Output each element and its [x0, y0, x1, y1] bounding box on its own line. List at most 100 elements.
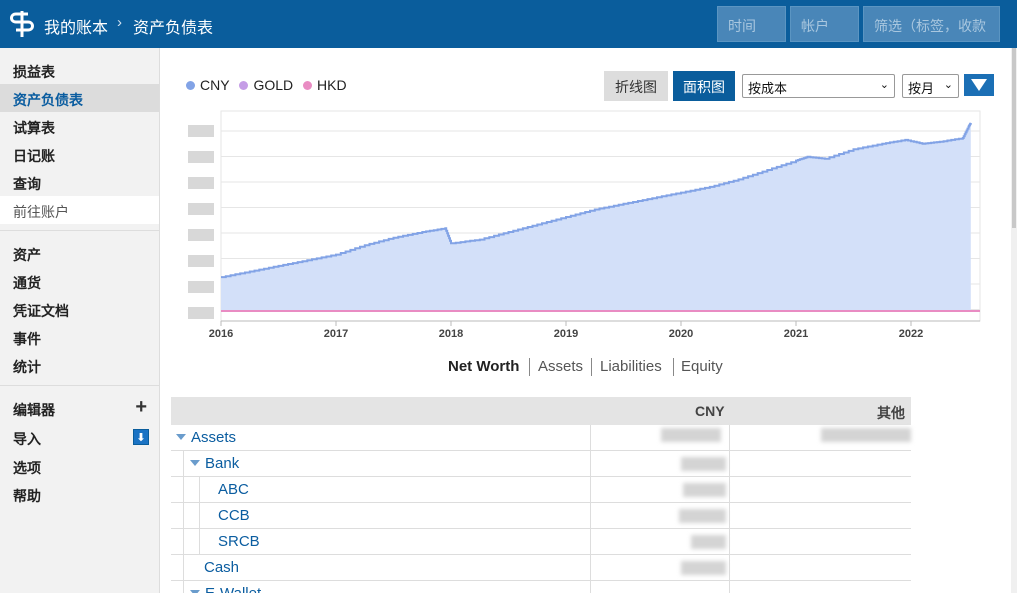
row-cash[interactable]: Cash	[204, 559, 240, 576]
redacted-value	[683, 483, 726, 497]
column-header-other[interactable]: 其他	[877, 405, 905, 421]
redacted-value	[681, 561, 726, 575]
line-chart-button[interactable]: 折线图	[604, 71, 668, 101]
column-header-cny[interactable]: CNY	[695, 403, 725, 419]
expand-triangle-icon[interactable]	[176, 434, 186, 440]
balance-area-chart: 2016 2017 2018 2019 2020 2021 2022	[188, 110, 981, 340]
row-assets[interactable]: Assets	[176, 429, 236, 446]
nav-commodities[interactable]: 通货	[13, 275, 41, 291]
scrollbar-thumb[interactable]	[1012, 48, 1016, 228]
conversion-select[interactable]: 按成本 ⌄	[742, 74, 895, 98]
top-bar: 我的账本 › 资产负债表 时间 帐户 筛选（标签，收款	[0, 0, 1017, 48]
redacted-y-tick	[188, 255, 214, 267]
breadcrumb-separator: ›	[117, 14, 122, 31]
x-tick-label: 2021	[784, 328, 808, 340]
column-divider	[729, 555, 730, 581]
redacted-value	[679, 509, 726, 523]
chevron-down-icon: ⌄	[943, 79, 953, 91]
table-row[interactable]: ABC	[171, 477, 911, 503]
tab-separator	[591, 358, 592, 376]
nav-journal[interactable]: 日记账	[13, 148, 55, 164]
table-row[interactable]: CCB	[171, 503, 911, 529]
breadcrumb-current: 资产负债表	[133, 20, 214, 37]
redacted-y-tick	[188, 281, 214, 293]
column-divider	[729, 503, 730, 529]
table-row[interactable]: Assets	[171, 425, 911, 451]
nav-help[interactable]: 帮助	[13, 488, 41, 504]
nav-import[interactable]: 导入 ⬇	[0, 423, 159, 451]
toggle-chart-button[interactable]	[964, 74, 994, 96]
redacted-value	[661, 428, 721, 442]
row-srcb[interactable]: SRCB	[218, 533, 260, 550]
row-abc[interactable]: ABC	[218, 481, 249, 498]
nav-events[interactable]: 事件	[13, 331, 41, 347]
redacted-y-tick	[188, 203, 214, 215]
expand-triangle-icon[interactable]	[190, 590, 200, 593]
plus-icon[interactable]: +	[135, 396, 147, 418]
sidebar-divider	[0, 230, 159, 231]
redacted-y-tick	[188, 229, 214, 241]
column-divider	[729, 529, 730, 555]
nav-go-to-account[interactable]: 前往账户	[0, 196, 159, 224]
legend-item-cny[interactable]: CNY	[186, 77, 230, 93]
interval-select[interactable]: 按月 ⌄	[902, 74, 959, 98]
tab-assets[interactable]: Assets	[538, 358, 584, 375]
column-divider	[590, 555, 591, 581]
tab-equity[interactable]: Equity	[681, 358, 723, 375]
nav-import-label: 导入	[13, 431, 41, 447]
sidebar: 损益表 资产负债表 试算表 日记账 查询 前往账户 资产 通货 凭证文档 事件 …	[0, 48, 160, 593]
table-row[interactable]: Cash	[171, 555, 911, 581]
column-divider	[729, 581, 730, 593]
account-filter-input[interactable]: 帐户	[790, 6, 859, 42]
area-chart-button[interactable]: 面积图	[673, 71, 735, 101]
scrollbar-track[interactable]	[1011, 48, 1017, 593]
nav-balance-sheet[interactable]: 资产负债表	[0, 84, 159, 112]
chevron-down-icon: ⌄	[879, 79, 889, 91]
nav-income-statement[interactable]: 损益表	[13, 64, 55, 80]
tab-net-worth[interactable]: Net Worth	[448, 358, 520, 375]
logo-icon[interactable]	[10, 10, 34, 38]
tab-liabilities[interactable]: Liabilities	[600, 358, 662, 375]
tree-indent-line	[199, 503, 200, 529]
tree-indent-line	[183, 529, 184, 555]
expand-triangle-icon[interactable]	[190, 460, 200, 466]
time-filter-input[interactable]: 时间	[717, 6, 786, 42]
nav-trial-balance[interactable]: 试算表	[13, 120, 55, 136]
nav-documents[interactable]: 凭证文档	[13, 303, 69, 319]
tree-indent-line	[199, 529, 200, 555]
nav-editor[interactable]: 编辑器 +	[0, 394, 159, 422]
table-row[interactable]: Bank	[171, 451, 911, 477]
nav-options[interactable]: 选项	[13, 460, 41, 476]
row-bank[interactable]: Bank	[190, 455, 239, 472]
table-header: CNY 其他	[171, 397, 911, 425]
tab-separator	[529, 358, 530, 376]
triangle-down-icon	[971, 79, 987, 91]
column-divider	[590, 477, 591, 503]
x-tick-label: 2016	[209, 328, 233, 340]
table-row[interactable]: E-Wallet	[171, 581, 911, 593]
redacted-y-tick	[188, 151, 214, 163]
row-ccb[interactable]: CCB	[218, 507, 250, 524]
column-divider	[729, 425, 730, 451]
nav-query[interactable]: 查询	[13, 176, 41, 192]
breadcrumb-ledger[interactable]: 我的账本	[44, 20, 109, 37]
column-divider	[729, 451, 730, 477]
legend-dot-icon	[303, 81, 313, 90]
nav-assets[interactable]: 资产	[13, 247, 41, 263]
redacted-value	[691, 535, 726, 549]
row-e-wallet[interactable]: E-Wallet	[190, 585, 261, 593]
column-divider	[590, 581, 591, 593]
redacted-y-tick	[188, 125, 214, 137]
column-divider	[590, 503, 591, 529]
redacted-value	[681, 457, 726, 471]
x-tick-label: 2019	[554, 328, 578, 340]
redacted-y-tick	[188, 177, 214, 189]
download-icon[interactable]: ⬇	[133, 429, 149, 445]
legend-item-hkd[interactable]: HKD	[303, 77, 347, 93]
redacted-y-tick	[188, 307, 214, 319]
nav-statistics[interactable]: 统计	[13, 359, 41, 375]
legend-item-gold[interactable]: GOLD	[239, 77, 293, 93]
table-row[interactable]: SRCB	[171, 529, 911, 555]
tag-filter-input[interactable]: 筛选（标签，收款	[863, 6, 1000, 42]
column-divider	[590, 425, 591, 451]
